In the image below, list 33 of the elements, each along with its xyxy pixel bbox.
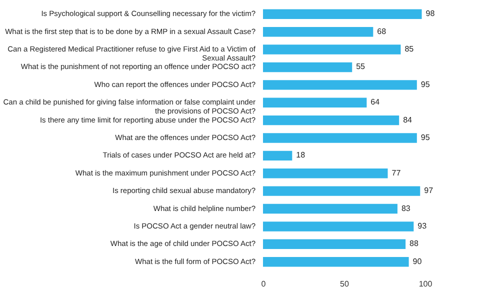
data-label: 90: [412, 256, 422, 266]
data-label: 98: [426, 9, 436, 18]
bar: [263, 26, 374, 37]
data-label: 68: [377, 26, 387, 36]
data-label: 93: [418, 221, 428, 230]
data-label: 85: [404, 44, 414, 54]
data-label: 95: [420, 80, 430, 89]
bar: [263, 98, 367, 108]
data-label: 55: [356, 62, 366, 72]
data-label: 83: [401, 204, 411, 213]
x-tick-label: 50: [340, 280, 350, 288]
bar: [263, 80, 417, 90]
bar: [263, 133, 417, 143]
data-label: 95: [420, 133, 430, 142]
data-label: 97: [424, 186, 434, 196]
x-tick-label: 0: [261, 280, 266, 288]
x-tick-label: 100: [418, 280, 433, 288]
data-label: 88: [410, 239, 420, 248]
bar: [263, 44, 401, 54]
bar: [263, 204, 398, 214]
bar: [263, 239, 406, 250]
data-label: 84: [403, 115, 413, 124]
bar: [263, 186, 420, 196]
bar: [263, 115, 400, 126]
bar: [263, 168, 388, 178]
bar: [263, 9, 422, 20]
data-label: 18: [296, 150, 306, 160]
bar: [263, 222, 414, 232]
bar: [263, 256, 409, 267]
data-label: 77: [392, 168, 402, 178]
bar: [263, 150, 292, 161]
bar: [263, 62, 352, 72]
data-label: 64: [370, 98, 380, 107]
